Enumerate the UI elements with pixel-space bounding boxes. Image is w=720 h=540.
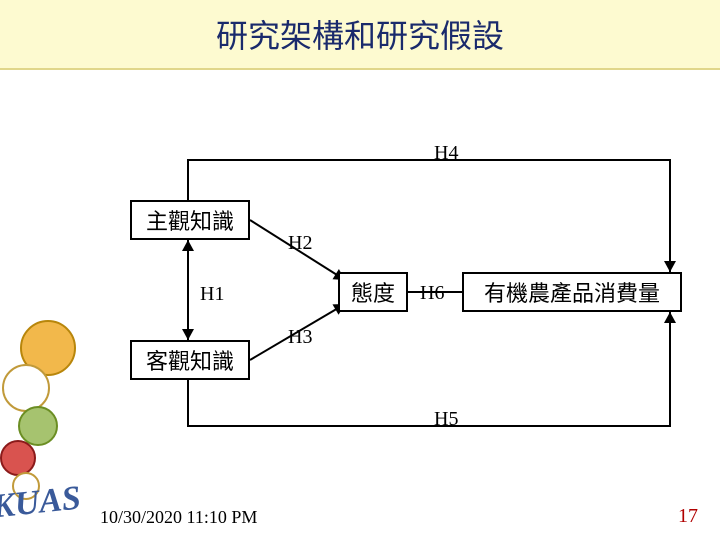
edge-label-H5: H5 [434,408,458,431]
edge-H5 [188,312,670,426]
node-subj: 主觀知識 [130,200,250,240]
research-framework-diagram: 主觀知識客觀知識 態度 有機農產品消費量 H1 H2 H3 H4 H5 H6 [0,0,720,540]
footer-timestamp: 10/30/2020 11:10 PM [100,507,257,528]
edge-H4 [188,160,670,272]
edge-label-H6: H6 [420,282,444,305]
edge-label-H2: H2 [288,232,312,255]
node-att: 態度 [338,272,408,312]
footer-page-number: 17 [678,505,698,528]
node-obj: 客觀知識 [130,340,250,380]
edge-label-H1: H1 [200,283,224,306]
diagram-lines [0,0,720,540]
edge-label-H3: H3 [288,326,312,349]
node-cons: 有機農產品消費量 [462,272,682,312]
edge-label-H4: H4 [434,142,458,165]
